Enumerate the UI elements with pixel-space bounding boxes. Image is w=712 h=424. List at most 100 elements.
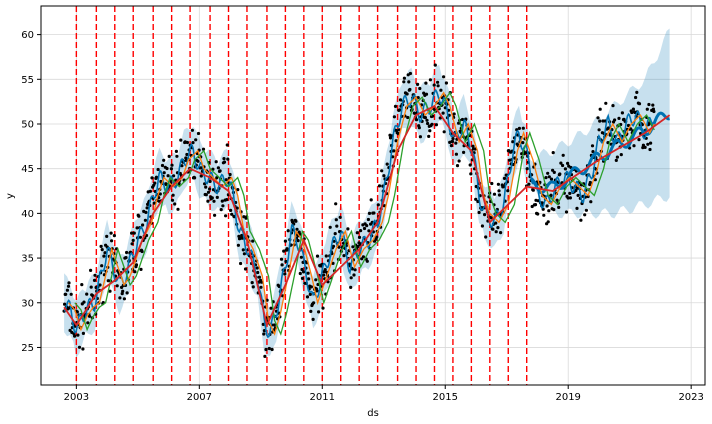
observed-point: [174, 149, 178, 153]
observed-point: [177, 181, 181, 185]
observed-point: [125, 291, 129, 295]
observed-point: [99, 244, 103, 248]
observed-point: [228, 172, 232, 177]
observed-point: [263, 354, 267, 358]
observed-point: [175, 154, 179, 158]
observed-point: [214, 160, 218, 164]
grid-lines: [41, 6, 705, 385]
observed-point: [542, 213, 546, 217]
observed-point: [346, 227, 350, 231]
observed-point: [641, 143, 646, 147]
observed-point: [282, 249, 286, 253]
observed-point: [517, 126, 522, 130]
observed-point: [133, 270, 137, 274]
observed-point: [67, 281, 71, 285]
observed-point: [236, 243, 240, 247]
observed-point: [366, 217, 370, 222]
observed-point: [191, 141, 195, 145]
observed-point: [302, 270, 306, 274]
observed-point: [646, 142, 650, 146]
observed-point: [162, 171, 166, 175]
observed-point: [450, 139, 455, 144]
observed-point: [86, 321, 90, 325]
observed-point: [80, 283, 84, 287]
observed-point: [219, 208, 223, 212]
x-axis-title: ds: [367, 408, 379, 419]
observed-point: [563, 167, 568, 171]
observed-point: [280, 263, 284, 267]
observed-point: [561, 153, 565, 157]
observed-point: [444, 81, 448, 85]
observed-point: [131, 238, 135, 242]
observed-point: [73, 334, 77, 338]
observed-point: [502, 176, 507, 180]
observed-point: [298, 271, 302, 276]
observed-point: [620, 111, 625, 115]
observed-point: [558, 172, 562, 176]
plot-frame: [40, 5, 706, 386]
observed-point: [158, 192, 162, 196]
observed-point: [92, 278, 97, 282]
observed-point: [615, 155, 620, 159]
observed-point: [430, 122, 434, 126]
x-tick-label: 2011: [310, 392, 335, 403]
y-tick-label: 60: [21, 30, 34, 41]
observed-point: [423, 116, 427, 120]
y-tick-label: 30: [21, 298, 34, 309]
observed-point: [634, 95, 638, 100]
observed-point: [566, 161, 570, 165]
observed-point: [160, 163, 165, 168]
y-tick-label: 55: [21, 75, 34, 86]
observed-point: [185, 140, 189, 145]
y-tick-label: 50: [21, 119, 34, 130]
observed-point: [283, 272, 287, 276]
observed-point: [76, 333, 80, 337]
x-tick-label: 2003: [64, 392, 89, 403]
observed-point: [436, 84, 440, 88]
observed-point: [619, 153, 623, 157]
observed-point: [261, 322, 265, 326]
observed-point: [496, 226, 500, 230]
observed-point: [220, 199, 224, 203]
observed-point: [257, 275, 261, 279]
observed-point: [328, 225, 332, 229]
observed-point: [172, 174, 176, 178]
observed-point: [144, 210, 148, 214]
observed-point: [589, 200, 593, 204]
observed-point: [398, 98, 403, 102]
observed-point: [324, 254, 328, 258]
observed-point: [156, 167, 160, 172]
observed-point: [199, 174, 203, 178]
observed-point: [648, 147, 652, 152]
observed-point: [306, 271, 310, 275]
observed-point: [141, 223, 145, 227]
observed-point: [416, 82, 420, 86]
observed-point: [394, 139, 398, 143]
observed-point: [651, 107, 656, 111]
observed-point: [206, 199, 210, 203]
observed-point: [651, 103, 655, 107]
observed-point: [162, 158, 166, 162]
observed-point: [184, 156, 188, 160]
observed-point: [100, 248, 104, 252]
y-tick-label: 35: [21, 254, 34, 265]
observed-point: [229, 208, 233, 212]
observed-point: [279, 257, 284, 261]
observed-point: [449, 144, 453, 148]
observed-point: [270, 347, 274, 352]
observed-point: [118, 296, 122, 300]
observed-point: [63, 302, 67, 306]
observed-point: [525, 167, 529, 171]
observed-point: [574, 188, 578, 193]
observed-point: [521, 141, 525, 145]
y-axis-ticks: 25 30 35 40 45 50 55 60: [21, 30, 41, 354]
observed-point: [312, 301, 316, 305]
observed-point: [264, 347, 268, 352]
observed-point: [204, 193, 208, 197]
observed-point: [180, 164, 184, 168]
observed-point: [125, 250, 129, 255]
observed-point: [490, 181, 494, 186]
observed-point: [170, 163, 174, 167]
observed-point: [314, 278, 318, 282]
